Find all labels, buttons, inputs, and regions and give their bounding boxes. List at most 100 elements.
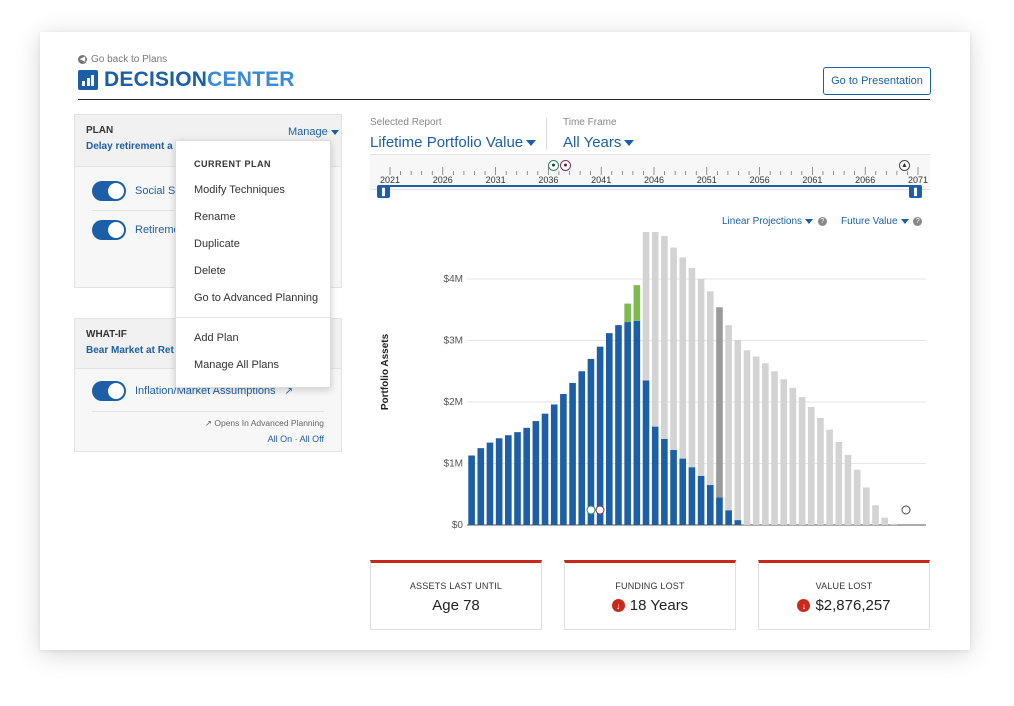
retirement-marker-icon[interactable]: ● (548, 160, 559, 171)
timeline-end-handle[interactable]: ❚ (909, 185, 922, 198)
menu-item-manage-all-plans[interactable]: Manage All Plans (194, 359, 279, 371)
chart-bar[interactable] (706, 291, 714, 486)
chart-bar[interactable] (624, 303, 631, 323)
inflation-toggle[interactable] (92, 381, 126, 401)
chart-bar[interactable] (817, 417, 824, 525)
chart-end-marker-icon[interactable] (901, 505, 911, 515)
retirement-label[interactable]: Retireme (135, 224, 180, 236)
chart-bar[interactable] (624, 322, 631, 525)
chart-bar[interactable] (651, 426, 659, 525)
menu-item-delete[interactable]: Delete (194, 265, 226, 277)
menu-header-current-plan: CURRENT PLAN (194, 159, 271, 169)
menu-item-modify-techniques[interactable]: Modify Techniques (194, 184, 285, 196)
logo: DECISIONCENTER (78, 68, 295, 92)
chart-bar[interactable] (688, 467, 696, 525)
chart-bar[interactable] (670, 449, 677, 525)
timeline-start-handle[interactable]: ❚ (377, 185, 390, 198)
chart-bar[interactable] (477, 448, 485, 526)
chart-bar[interactable] (872, 505, 879, 525)
end-of-plan-marker-icon[interactable]: ▲ (899, 160, 910, 171)
chart-bar[interactable] (890, 523, 898, 525)
chart-bar[interactable] (605, 333, 613, 525)
chart-bar[interactable] (706, 485, 714, 526)
social-security-toggle[interactable] (92, 181, 126, 201)
chart-bar[interactable] (789, 387, 797, 525)
chart-bar[interactable] (725, 510, 732, 525)
whatif-name[interactable]: Bear Market at Ret (86, 345, 174, 356)
chart-bar[interactable] (771, 371, 778, 525)
all-on-link[interactable]: All On (267, 434, 293, 444)
timeline-tick-label: 2026 (432, 175, 453, 185)
chart-bar[interactable] (762, 363, 769, 525)
chart-bar[interactable] (661, 438, 668, 525)
chart-bar[interactable] (863, 487, 870, 526)
chart-bar[interactable] (661, 235, 668, 439)
chart-bar[interactable] (734, 520, 742, 525)
down-arrow-icon: ↓ (797, 599, 811, 612)
chart-bar[interactable] (679, 458, 687, 525)
help-icon[interactable]: ? (913, 216, 923, 226)
go-back-link[interactable]: ◀ Go back to Plans (78, 54, 167, 65)
chart-bar[interactable] (468, 455, 475, 526)
chart-bar[interactable] (716, 307, 723, 498)
chart-bar[interactable] (578, 371, 586, 525)
chart-bar[interactable] (853, 469, 861, 525)
chart-bar[interactable] (560, 394, 567, 525)
chart-bar[interactable] (587, 358, 595, 525)
social-security-label[interactable]: Social Se (135, 185, 182, 197)
future-value-dropdown[interactable]: Future Value ? (841, 216, 923, 227)
menu-item-add-plan[interactable]: Add Plan (194, 332, 239, 344)
chart-bar[interactable] (569, 382, 576, 525)
chart-bar[interactable] (826, 429, 833, 526)
chart-bar[interactable] (523, 427, 530, 525)
chart-bar[interactable] (514, 432, 521, 525)
chart-bar[interactable] (734, 339, 742, 521)
manage-dropdown[interactable]: Manage (288, 126, 339, 138)
chart-bar[interactable] (541, 413, 549, 525)
chart-bar[interactable] (679, 257, 687, 459)
go-to-presentation-button[interactable]: Go to Presentation (823, 67, 931, 95)
all-off-link[interactable]: All Off (299, 434, 324, 444)
chart-bar[interactable] (807, 406, 815, 525)
menu-item-rename[interactable]: Rename (194, 211, 236, 223)
chart-bar[interactable] (633, 285, 641, 321)
chart-bar[interactable] (881, 517, 888, 525)
chart-bar[interactable] (642, 380, 650, 525)
chart-bar[interactable] (697, 279, 705, 476)
chart-bar[interactable] (651, 232, 659, 427)
linear-projections-dropdown[interactable]: Linear Projections ? (722, 216, 827, 227)
retirement-marker-icon-2[interactable]: ● (560, 160, 571, 171)
chart-bar[interactable] (532, 421, 540, 525)
chart-bar[interactable] (495, 438, 503, 525)
time-frame-dropdown[interactable]: All Years (563, 134, 635, 151)
retirement-toggle[interactable] (92, 220, 126, 240)
chart-bar[interactable] (835, 441, 843, 525)
help-icon[interactable]: ? (817, 216, 827, 226)
inflation-label[interactable]: Inflation/Market Assumptions (135, 385, 276, 397)
timeline-slider[interactable]: 2021 2026 2031 2036 2041 2046 2051 2056 2061 2066… (370, 154, 930, 198)
chart-retirement-marker-icon-2[interactable] (595, 505, 605, 515)
chart-bar[interactable] (615, 325, 622, 526)
chart-bar[interactable] (780, 379, 788, 525)
chart-bar[interactable] (642, 232, 650, 381)
chart-bar[interactable] (743, 350, 751, 525)
chart-bar[interactable] (716, 497, 723, 525)
chart-bar[interactable] (752, 356, 760, 525)
selected-report-dropdown[interactable]: Lifetime Portfolio Value (370, 134, 537, 151)
chart-bar[interactable] (550, 404, 558, 525)
chart-bar[interactable] (697, 475, 705, 525)
chart-bar[interactable] (844, 454, 852, 525)
chart-bar[interactable] (505, 435, 512, 525)
chart-bar[interactable] (725, 325, 732, 511)
chart-bar[interactable] (670, 247, 677, 450)
external-link-icon[interactable]: ↗ (284, 385, 294, 397)
menu-item-advanced-planning[interactable]: Go to Advanced Planning (194, 292, 319, 304)
plan-name[interactable]: Delay retirement a (86, 141, 173, 152)
chart-retirement-marker-icon[interactable] (586, 505, 596, 515)
chart-bar[interactable] (688, 267, 696, 468)
chart-bar[interactable] (798, 397, 806, 525)
chart-bar[interactable] (486, 442, 494, 525)
menu-item-duplicate[interactable]: Duplicate (194, 238, 240, 250)
chart-bar[interactable] (596, 346, 604, 525)
chart-bar[interactable] (633, 320, 641, 525)
